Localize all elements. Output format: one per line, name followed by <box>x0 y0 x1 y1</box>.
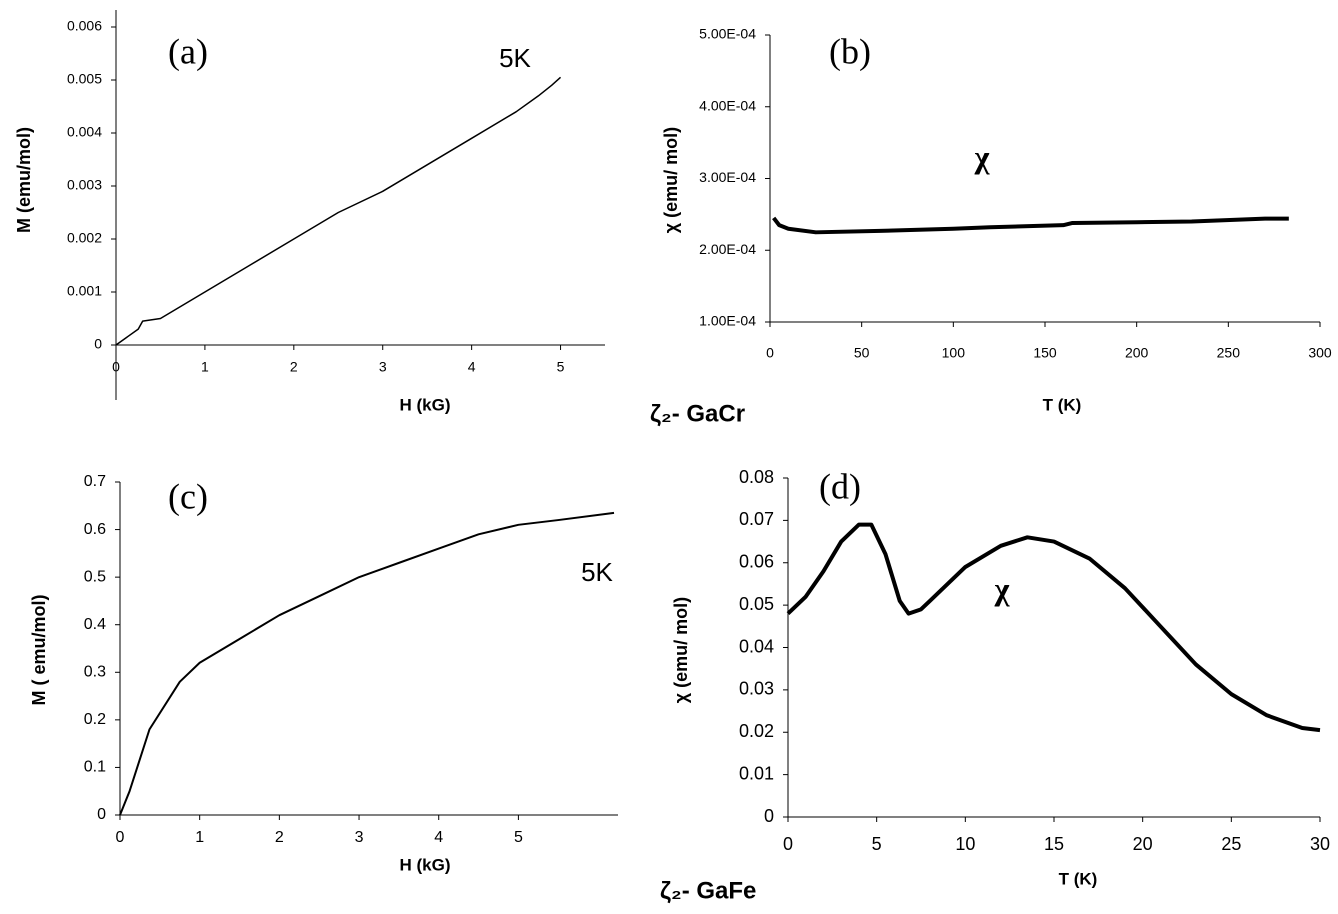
x-tick-label: 4 <box>468 359 476 375</box>
x-tick-label: 5 <box>872 834 882 854</box>
y-tick-label: 0.04 <box>739 636 774 656</box>
annotation: χ <box>974 138 991 174</box>
y-tick-label: 2.00E-04 <box>699 241 756 257</box>
x-tick-label: 0 <box>112 359 120 375</box>
annotation: (d) <box>819 466 861 506</box>
x-tick-label: 0 <box>783 834 793 854</box>
x-axis-label: H (kG) <box>400 395 451 414</box>
annotation: (b) <box>829 31 871 71</box>
y-tick-label: 0.1 <box>84 759 106 776</box>
data-line <box>786 522 1321 733</box>
y-tick-label: 5.00E-04 <box>699 26 756 42</box>
y-tick-label: 0.002 <box>67 230 102 246</box>
x-axis-label: H (kG) <box>400 855 451 874</box>
x-tick-label: 25 <box>1221 834 1241 854</box>
y-tick-label: 0 <box>764 806 774 826</box>
x-tick-label: 10 <box>955 834 975 854</box>
data-line <box>115 76 562 346</box>
x-tick-label: 4 <box>434 829 443 846</box>
y-tick-label: 0.05 <box>739 594 774 614</box>
x-tick-label: 3 <box>379 359 387 375</box>
x-tick-label: 5 <box>514 829 523 846</box>
data-line <box>772 216 1289 235</box>
x-tick-label: 1 <box>195 829 204 846</box>
y-tick-label: 0.5 <box>84 568 106 585</box>
annotation: 5K <box>581 557 613 587</box>
y-tick-label: 0 <box>94 336 102 352</box>
x-tick-label: 150 <box>1033 345 1057 361</box>
x-tick-label: 300 <box>1308 345 1332 361</box>
y-tick-label: 0.005 <box>67 71 102 87</box>
x-tick-label: 50 <box>854 345 870 361</box>
y-tick-label: 0.4 <box>84 616 106 633</box>
x-tick-label: 5 <box>557 359 565 375</box>
y-tick-label: 0.02 <box>739 721 774 741</box>
y-tick-label: 0.006 <box>67 18 102 34</box>
x-tick-label: 0 <box>766 345 774 361</box>
annotation: χ <box>994 570 1011 606</box>
y-tick-label: 0.03 <box>739 679 774 699</box>
y-axis-label: M ( emu/mol) <box>29 594 49 705</box>
y-axis-label: χ (emu/ mol) <box>661 127 681 233</box>
x-tick-label: 20 <box>1133 834 1153 854</box>
y-tick-label: 0.3 <box>84 664 106 681</box>
x-tick-label: 2 <box>290 359 298 375</box>
annotation: (a) <box>168 31 208 71</box>
y-tick-label: 0.001 <box>67 283 102 299</box>
x-tick-label: 100 <box>942 345 966 361</box>
x-tick-label: 0 <box>116 829 125 846</box>
x-tick-label: 3 <box>355 829 364 846</box>
x-axis-label: T (K) <box>1043 395 1082 414</box>
x-axis-label: T (K) <box>1059 869 1098 888</box>
data-line <box>119 511 615 816</box>
y-tick-label: 0 <box>97 806 106 823</box>
x-tick-label: 2 <box>275 829 284 846</box>
y-tick-label: 3.00E-04 <box>699 169 756 185</box>
y-tick-label: 0.07 <box>739 509 774 529</box>
y-tick-label: 0.004 <box>67 124 102 140</box>
y-axis-label: χ (emu/ mol) <box>671 597 691 703</box>
y-tick-label: 0.06 <box>739 552 774 572</box>
x-tick-label: 200 <box>1125 345 1149 361</box>
y-tick-label: 0.6 <box>84 521 106 538</box>
y-tick-label: 4.00E-04 <box>699 97 756 113</box>
x-tick-label: 1 <box>201 359 209 375</box>
annotation: (c) <box>168 476 208 516</box>
y-tick-label: 0.7 <box>84 473 106 490</box>
x-tick-label: 250 <box>1217 345 1241 361</box>
y-axis-label: M (emu/mol) <box>14 127 34 233</box>
x-tick-label: 15 <box>1044 834 1064 854</box>
caption: ζ₂- GaCr <box>650 400 745 427</box>
y-tick-label: 0.08 <box>739 467 774 487</box>
x-tick-label: 30 <box>1310 834 1330 854</box>
caption: ζ₂- GaFe <box>660 877 756 904</box>
y-tick-label: 0.2 <box>84 711 106 728</box>
annotation: 5K <box>499 43 531 73</box>
y-tick-label: 1.00E-04 <box>699 313 756 329</box>
y-tick-label: 0.01 <box>739 763 774 783</box>
y-tick-label: 0.003 <box>67 177 102 193</box>
